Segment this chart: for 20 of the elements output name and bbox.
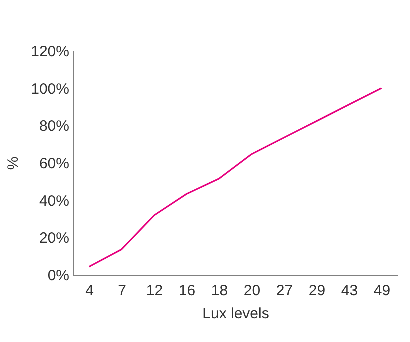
x-tick-label: 18 bbox=[211, 282, 228, 300]
x-axis-title: Lux levels bbox=[202, 306, 270, 322]
x-tick-label: 27 bbox=[276, 282, 294, 300]
y-tick-label: 120% bbox=[31, 44, 70, 60]
y-tick-label: 0% bbox=[48, 268, 70, 284]
x-tick-label: 20 bbox=[244, 282, 261, 300]
y-tick-label: 100% bbox=[31, 80, 70, 98]
x-tick-label: 29 bbox=[308, 282, 326, 300]
line-series bbox=[88, 88, 383, 268]
x-tick-label: 16 bbox=[178, 282, 196, 300]
y-tick-label: 40% bbox=[39, 192, 70, 210]
x-tick-label: 49 bbox=[374, 282, 391, 300]
x-tick-label: 43 bbox=[341, 282, 358, 300]
y-axis-title: % bbox=[5, 156, 22, 170]
y-tick-label: 60% bbox=[39, 156, 70, 172]
x-tick-label: 12 bbox=[146, 282, 164, 300]
y-tick-label: 20% bbox=[39, 230, 70, 248]
x-tick-label: 4 bbox=[86, 282, 94, 300]
x-tick-label: 7 bbox=[118, 282, 126, 300]
y-tick-label: 80% bbox=[39, 118, 70, 136]
